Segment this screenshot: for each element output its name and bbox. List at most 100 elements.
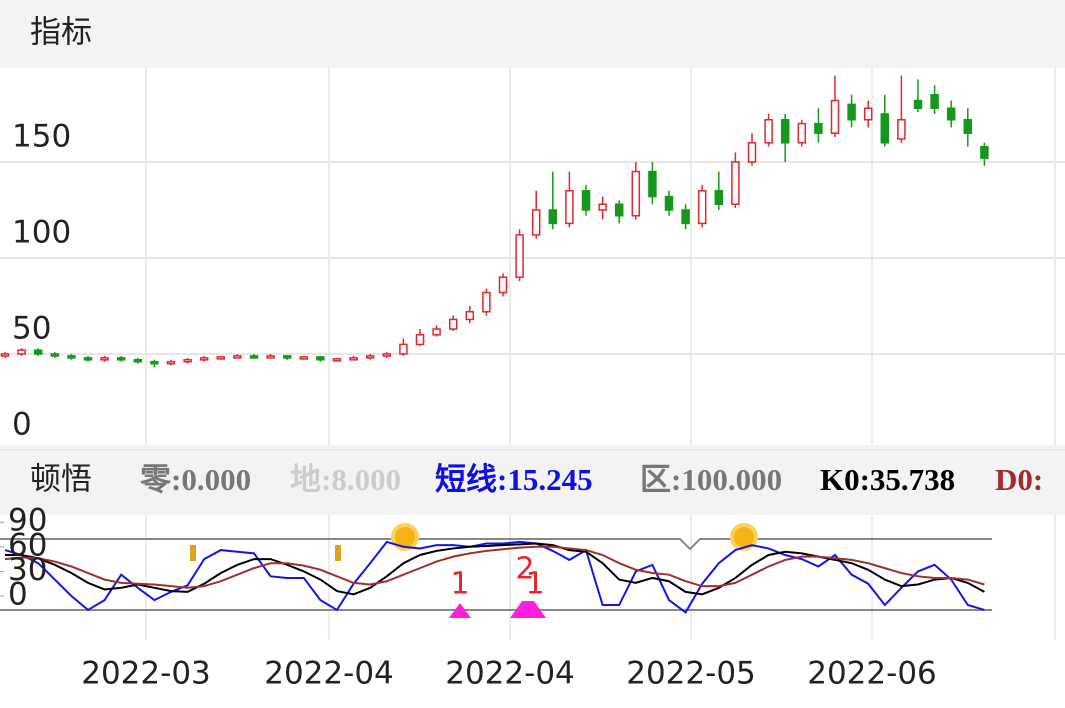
candle-body	[897, 119, 906, 140]
ref-line	[0, 538, 992, 551]
legend-item: 短线:15.245	[435, 462, 593, 497]
candle-body	[266, 355, 275, 359]
candle-body	[382, 353, 392, 357]
candle-body	[216, 356, 226, 360]
candle-body	[33, 349, 43, 355]
candle-body	[316, 356, 325, 361]
header-bar	[0, 0, 1065, 68]
candle-body	[581, 190, 591, 211]
candle-body	[183, 359, 192, 363]
sun-icon	[730, 523, 758, 551]
y2-tick-label: 30	[8, 552, 47, 588]
legend-item: 零:0.000	[140, 462, 251, 497]
y2-tick-label: 0	[8, 577, 28, 613]
candle-body	[863, 107, 873, 121]
candle-body	[150, 360, 159, 365]
legend-item: K0:35.738	[820, 462, 955, 497]
candle-body	[830, 99, 840, 134]
annotation: 1	[525, 567, 544, 602]
candle-body	[332, 358, 342, 362]
signal-bar	[335, 545, 341, 561]
x-tick-label: 2022-06	[807, 656, 937, 692]
candle-body	[963, 119, 973, 134]
indicator-line	[5, 542, 985, 596]
candle-body	[17, 349, 26, 355]
legend-item: D0:	[995, 462, 1043, 497]
annotation: 1	[450, 567, 469, 602]
legend-item: 地:8.000	[290, 462, 401, 497]
candle-body	[648, 170, 657, 198]
candle-body	[299, 356, 309, 360]
indicator-line	[4, 545, 985, 589]
candle-body	[67, 355, 76, 359]
candle-body	[498, 276, 508, 294]
candle-body	[249, 355, 259, 359]
candle-body	[797, 122, 807, 144]
candle-body	[116, 357, 126, 361]
grid	[0, 68, 1065, 640]
candle-body	[697, 190, 707, 225]
signal-bar	[190, 545, 196, 561]
indicator-line	[4, 540, 985, 614]
y-tick-label: 0	[12, 407, 32, 443]
candle-body	[482, 291, 491, 313]
candle-body	[415, 334, 425, 346]
candle-body	[548, 209, 558, 225]
candle-body	[448, 318, 458, 330]
candle-body	[598, 203, 607, 211]
candle-body	[565, 190, 574, 225]
header-title: 指标	[30, 15, 92, 51]
candle-body	[780, 119, 790, 144]
candle-body	[714, 190, 724, 205]
candle-body	[946, 107, 956, 121]
indicator-bar	[0, 445, 1065, 515]
candle-body	[83, 357, 93, 361]
price-panel	[0, 75, 989, 368]
candle-body	[50, 353, 60, 357]
annotation: 2	[515, 552, 534, 587]
candle-body	[515, 234, 524, 278]
candle-body	[399, 343, 408, 355]
candle-body	[880, 113, 890, 144]
sun-icon	[391, 523, 419, 551]
candle-body	[282, 355, 292, 359]
candle-body	[631, 170, 641, 217]
signal-marker	[510, 601, 546, 618]
y-tick-label: 50	[12, 311, 51, 347]
candle-body	[199, 357, 209, 361]
candle-body	[233, 355, 242, 359]
y-tick-label: 150	[12, 119, 71, 155]
indicator-panel	[0, 521, 992, 618]
legend-item: 区:100.000	[640, 462, 782, 497]
candle-body	[847, 103, 856, 121]
x-tick-label: 2022-04	[445, 656, 575, 692]
candle-body	[133, 359, 143, 363]
candle-body	[614, 203, 624, 217]
candle-body	[166, 360, 176, 365]
candle-body	[100, 357, 109, 361]
candle-body	[913, 99, 923, 109]
candle-body	[432, 328, 441, 336]
y2-tick-label: 90	[8, 503, 47, 539]
candle-body	[664, 195, 674, 211]
x-tick-label: 2022-05	[626, 656, 756, 692]
signal-marker	[449, 603, 471, 618]
x-tick-label: 2022-03	[81, 656, 211, 692]
candle-body	[531, 209, 541, 236]
candle-body	[0, 353, 10, 357]
x-tick-label: 2022-04	[264, 656, 394, 692]
candle-body	[930, 94, 939, 109]
y-tick-label: 100	[12, 215, 71, 251]
candle-body	[980, 145, 989, 159]
y2-tick-label: 60	[8, 527, 47, 563]
candle-body	[814, 122, 823, 134]
candle-body	[365, 355, 375, 359]
candle-body	[681, 209, 690, 225]
indicator-title: 顿悟	[30, 462, 92, 498]
candle-body	[731, 161, 740, 205]
candle-body	[764, 119, 773, 144]
candle-body	[465, 311, 475, 321]
candle-body	[349, 357, 358, 361]
